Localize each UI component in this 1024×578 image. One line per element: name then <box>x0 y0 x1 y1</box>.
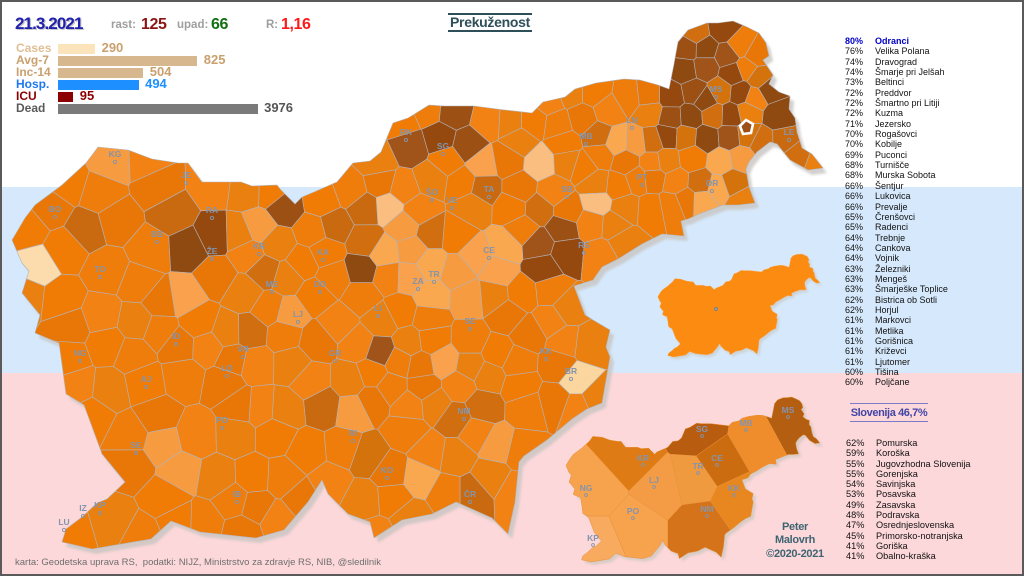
svg-text:AJ: AJ <box>141 374 152 384</box>
svg-text:MB: MB <box>739 418 752 428</box>
svg-text:LJ: LJ <box>649 475 659 485</box>
svg-text:KP: KP <box>587 533 599 543</box>
svg-text:DO: DO <box>314 279 327 289</box>
svg-text:PT: PT <box>637 172 649 182</box>
svg-text:BB: BB <box>151 229 163 239</box>
svg-text:SG: SG <box>437 141 450 151</box>
svg-text:LO: LO <box>221 363 233 373</box>
svg-text:OR: OR <box>706 178 719 188</box>
svg-text:JE: JE <box>181 170 192 180</box>
svg-text:ME: ME <box>266 279 279 289</box>
svg-text:KO: KO <box>381 465 394 475</box>
svg-text:RA: RA <box>206 205 218 215</box>
svg-text:ID: ID <box>172 331 181 341</box>
svg-text:BR: BR <box>565 366 577 376</box>
svg-text:IB: IB <box>233 489 242 499</box>
svg-text:CE: CE <box>711 453 723 463</box>
svg-text:IZ: IZ <box>79 503 87 513</box>
svg-text:KK: KK <box>540 346 553 356</box>
svg-text:NM: NM <box>700 504 713 514</box>
svg-text:LI: LI <box>374 303 382 313</box>
svg-text:LN: LN <box>626 115 637 125</box>
svg-text:NM: NM <box>457 406 470 416</box>
svg-text:PO: PO <box>216 415 229 425</box>
svg-text:SE: SE <box>130 440 142 450</box>
svg-text:TA: TA <box>484 184 495 194</box>
svg-text:RS: RS <box>578 240 590 250</box>
svg-text:KK: KK <box>728 483 741 493</box>
svg-text:SE: SE <box>464 316 476 326</box>
svg-text:PO: PO <box>627 506 640 516</box>
svg-text:ČR: ČR <box>464 488 476 499</box>
svg-text:NG: NG <box>580 483 593 493</box>
svg-text:NG: NG <box>74 348 87 358</box>
svg-text:KR: KR <box>253 241 265 251</box>
svg-text:SB: SB <box>561 184 573 194</box>
svg-text:LE: LE <box>784 127 795 137</box>
svg-text:VE: VE <box>446 195 458 205</box>
svg-text:ŽE: ŽE <box>207 245 218 256</box>
svg-text:BO: BO <box>49 204 62 214</box>
svg-text:KR: KR <box>637 453 649 463</box>
svg-text:MB: MB <box>579 131 592 141</box>
svg-text:TR: TR <box>692 461 703 471</box>
svg-text:TR: TR <box>428 269 439 279</box>
svg-text:LU: LU <box>58 517 69 527</box>
svg-text:VR: VR <box>237 344 249 354</box>
svg-text:SG: SG <box>696 424 709 434</box>
svg-text:KG: KG <box>109 149 122 159</box>
svg-text:KP: KP <box>94 500 106 510</box>
svg-text:RI: RI <box>349 428 358 438</box>
svg-text:MS: MS <box>782 405 795 415</box>
svg-text:ŠO: ŠO <box>426 186 439 197</box>
svg-text:KA: KA <box>317 247 329 257</box>
svg-text:ZA: ZA <box>412 276 423 286</box>
svg-text:RK: RK <box>400 127 413 137</box>
svg-text:MS: MS <box>710 84 723 94</box>
svg-text:LJ: LJ <box>293 309 303 319</box>
svg-text:TO: TO <box>94 264 106 274</box>
svg-text:GR: GR <box>329 348 342 358</box>
svg-text:CE: CE <box>483 245 495 255</box>
